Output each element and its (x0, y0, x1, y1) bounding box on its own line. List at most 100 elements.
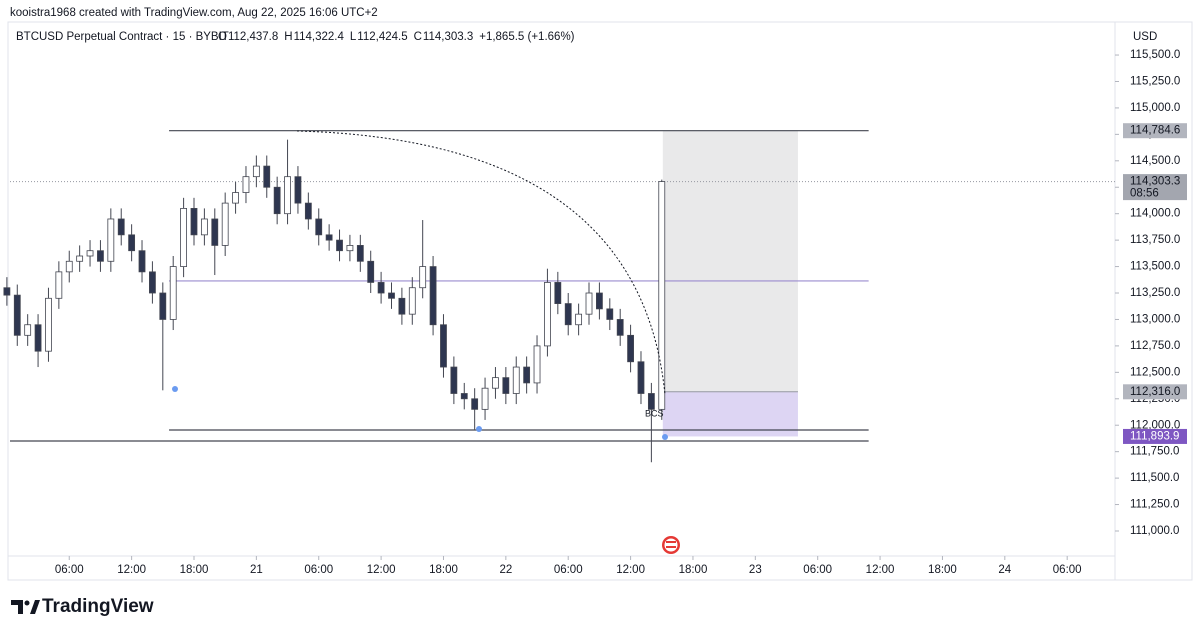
candle-body (159, 292, 167, 320)
candle-body (315, 218, 323, 236)
price-label-box (1123, 384, 1187, 400)
candle-body (169, 266, 177, 320)
candle-body (325, 234, 333, 241)
candle-body (180, 208, 187, 267)
y-tick-label: 115,000.0 (1130, 102, 1180, 114)
x-tick-label: 18:00 (429, 564, 458, 576)
price-label-box (1123, 174, 1187, 201)
candle-body (200, 218, 208, 236)
candle-body (346, 245, 354, 252)
candle-body (13, 294, 21, 336)
candle-body (242, 176, 250, 193)
candle-body (304, 202, 312, 220)
candle-body (356, 245, 364, 262)
candle-body (544, 282, 551, 347)
candle-body (658, 181, 666, 410)
x-tick-label: 24 (998, 564, 1011, 576)
candle-body (221, 202, 229, 246)
candle-body (564, 303, 572, 326)
stop-zone (662, 391, 798, 437)
x-tick-label: 12:00 (616, 564, 645, 576)
candle-body (128, 234, 136, 252)
candle-body (419, 266, 427, 289)
candle-body (471, 398, 479, 410)
y-tick-label: 111,250.0 (1130, 499, 1179, 511)
x-tick-label: 12:00 (117, 564, 146, 576)
x-tick-label: 18:00 (679, 564, 708, 576)
candle-body (55, 271, 63, 299)
countdown-label: 08:56 (1130, 188, 1159, 200)
brand-logo (11, 600, 40, 614)
candle-body (408, 287, 416, 315)
candle-body (263, 165, 271, 188)
x-tick-label: 18:00 (928, 564, 957, 576)
pivot-dot (476, 426, 482, 432)
price-label: 114,303.3 (1130, 176, 1180, 188)
candle-body (3, 287, 11, 296)
plot (3, 130, 1115, 463)
candle-body (232, 192, 239, 204)
price-label: 111,893.9 (1130, 430, 1179, 442)
y-tick-label: 111,500.0 (1130, 472, 1179, 484)
candle-body (117, 218, 125, 236)
price-label-box (1123, 123, 1187, 139)
candle-body (596, 292, 603, 310)
candle-body (533, 345, 541, 384)
candle-body (388, 292, 395, 299)
candle-body (647, 393, 655, 410)
legend-value: 114,322.4 (294, 31, 345, 43)
candle-body (377, 282, 385, 294)
candle-body (440, 324, 447, 368)
candle-body (450, 366, 458, 394)
candle-body (252, 165, 260, 178)
candle-body (502, 377, 510, 394)
candle-body (65, 260, 73, 273)
candle-body (367, 260, 375, 283)
candle-body (284, 176, 291, 215)
candle-body (481, 387, 489, 410)
legend-value: 112,424.5 (357, 31, 407, 43)
candle-body (554, 282, 562, 304)
event-flag (662, 536, 680, 554)
y-tick-label: 113,250.0 (1130, 287, 1180, 299)
y-tick-label: 112,750.0 (1130, 340, 1180, 352)
x-tick-label: 06:00 (55, 564, 84, 576)
x-tick-label: 06:00 (803, 564, 832, 576)
y-tick-label: 115,250.0 (1130, 76, 1180, 88)
ohlc-legend: O 112,437.8 H 114,322.4 L 112,424.5 C 114,303.3… (218, 31, 575, 43)
candle-body (606, 308, 614, 320)
candle-body (575, 313, 583, 326)
x-tick-label: 06:00 (554, 564, 583, 576)
profit-zone (662, 130, 798, 392)
candle-body (97, 250, 104, 262)
candle-body (211, 218, 219, 246)
y-tick-label: 113,500.0 (1130, 261, 1180, 273)
y-tick-label: 115,500.0 (1130, 49, 1180, 61)
x-tick-label: 06:00 (304, 564, 333, 576)
attribution: kooistra1968 created with TradingView.co… (10, 7, 378, 19)
y-tick-label: 114,500.0 (1130, 155, 1180, 167)
x-tick-label: 23 (749, 564, 762, 576)
candle-body (512, 366, 520, 394)
candle-body (190, 208, 198, 236)
candle-body (398, 297, 406, 315)
candle-body (76, 255, 84, 262)
y-tick-label: 111,750.0 (1130, 446, 1179, 458)
y-tick-label: 112,500.0 (1130, 366, 1180, 378)
candle-body (149, 271, 156, 294)
candle-body (429, 266, 437, 326)
legend-key: L (350, 31, 357, 43)
candle-body (294, 176, 302, 204)
chart-title: BTCUSD Perpetual Contract · 15 · BYBIT (16, 31, 229, 43)
pivot-dot (662, 434, 668, 440)
legend-key: C (414, 31, 422, 43)
candle-body (34, 324, 42, 352)
legend-change: +1,865.5 (+1.66%) (479, 31, 574, 43)
y-tick-label: 114,000.0 (1130, 208, 1180, 220)
y-unit: USD (1133, 31, 1157, 43)
arc-drawing (296, 130, 666, 396)
candle-body (45, 297, 52, 352)
x-tick-label: 22 (499, 564, 512, 576)
candle-body (336, 239, 343, 252)
